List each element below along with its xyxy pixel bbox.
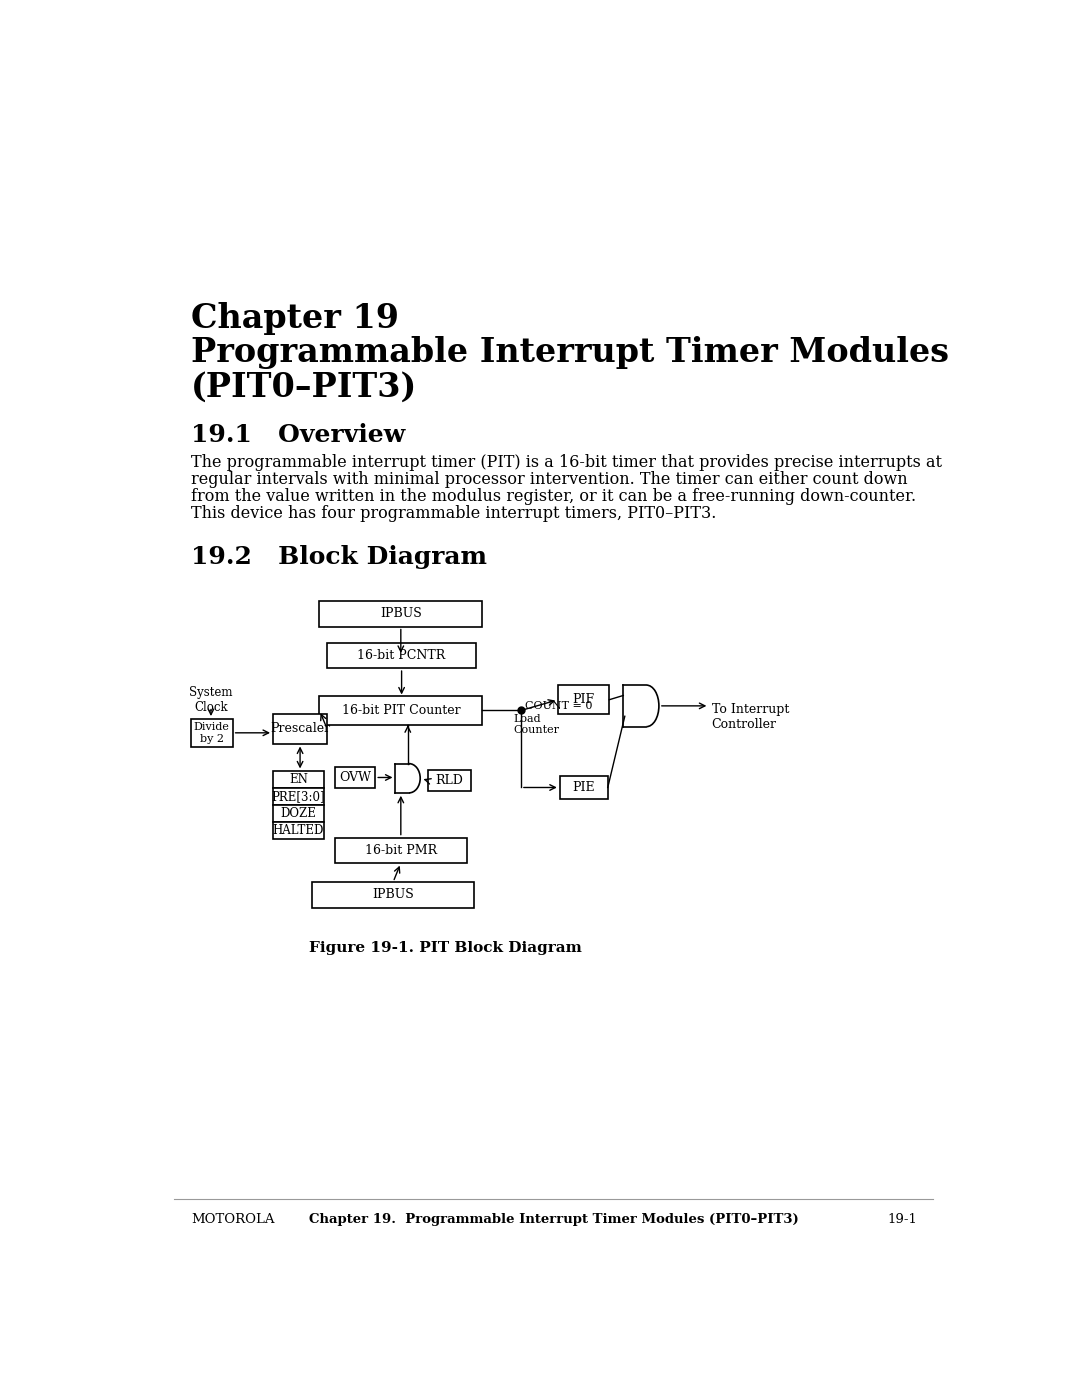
Text: Programmable Interrupt Timer Modules: Programmable Interrupt Timer Modules [191,335,949,369]
Bar [273,714,327,743]
Text: MOTOROLA: MOTOROLA [191,1214,274,1227]
Text: This device has four programmable interrupt timers, PIT0–PIT3.: This device has four programmable interr… [191,504,716,522]
Text: Chapter 19.  Programmable Interrupt Timer Modules (PIT0–PIT3): Chapter 19. Programmable Interrupt Timer… [309,1214,798,1227]
Text: IPBUS: IPBUS [373,888,414,901]
Text: RLD: RLD [435,774,463,787]
Text: 19-1: 19-1 [888,1214,918,1227]
Text: To Interrupt
Controller: To Interrupt Controller [712,703,789,731]
Text: PIF: PIF [572,693,595,707]
Bar [428,770,471,791]
Bar [335,767,375,788]
Text: Figure 19-1. PIT Block Diagram: Figure 19-1. PIT Block Diagram [309,942,581,956]
Bar [273,771,324,788]
Text: PIE: PIE [572,781,595,793]
Text: 16-bit PMR: 16-bit PMR [365,844,437,856]
Bar [191,719,232,746]
Bar [327,643,476,668]
Bar [312,882,474,908]
Text: PRE[3:0]: PRE[3:0] [272,791,325,803]
Text: OVW: OVW [339,771,372,784]
Text: DOZE: DOZE [281,807,316,820]
Text: 19.2   Block Diagram: 19.2 Block Diagram [191,545,487,569]
Bar [320,696,482,725]
Text: regular intervals with minimal processor intervention. The timer can either coun: regular intervals with minimal processor… [191,471,907,488]
Text: (PIT0–PIT3): (PIT0–PIT3) [191,372,417,404]
Text: Chapter 19: Chapter 19 [191,302,399,335]
Text: from the value written in the modulus register, or it can be a free-running down: from the value written in the modulus re… [191,488,916,504]
Text: System
Clock: System Clock [189,686,232,714]
Bar [273,823,324,840]
Text: COUNT = 0: COUNT = 0 [525,701,592,711]
Text: EN: EN [289,774,308,787]
Text: 16-bit PCNTR: 16-bit PCNTR [357,650,446,662]
Text: The programmable interrupt timer (PIT) is a 16-bit timer that provides precise i: The programmable interrupt timer (PIT) i… [191,454,942,471]
Bar [273,788,324,805]
Text: Divide
by 2: Divide by 2 [193,722,230,743]
Bar [320,601,482,627]
Bar [335,838,467,863]
Bar [559,775,608,799]
Text: 16-bit PIT Counter: 16-bit PIT Counter [341,704,460,717]
Text: Prescaler: Prescaler [270,722,330,735]
Bar [273,805,324,823]
Text: IPBUS: IPBUS [380,608,421,620]
Text: Load
Counter: Load Counter [513,714,559,735]
Text: HALTED: HALTED [273,824,324,837]
Bar [558,685,609,714]
Text: 19.1   Overview: 19.1 Overview [191,423,405,447]
